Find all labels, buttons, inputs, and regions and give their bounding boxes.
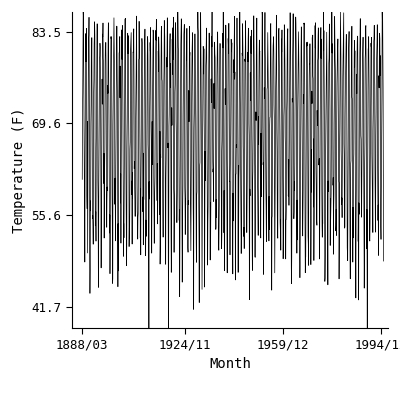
Y-axis label: Temperature (F): Temperature (F) (12, 107, 26, 233)
X-axis label: Month: Month (209, 357, 251, 371)
